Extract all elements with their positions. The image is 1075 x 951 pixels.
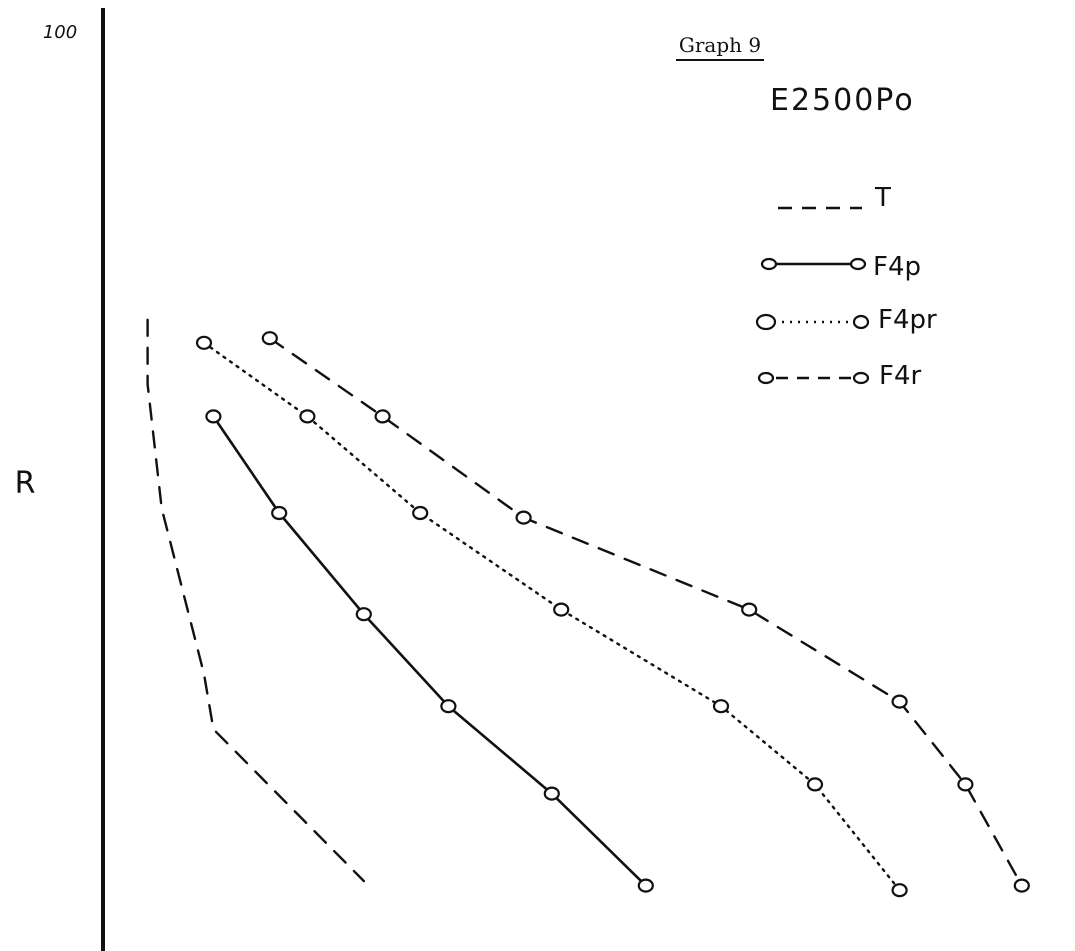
- data-point-f4p-4: [543, 786, 560, 801]
- legend-entry-f4r: F4r: [757, 361, 921, 391]
- data-point-f4r-4: [891, 694, 908, 709]
- data-point-f4pr-1: [299, 409, 316, 424]
- legend-entry-f4p: F4p: [760, 252, 921, 282]
- data-point-f4p-1: [271, 505, 288, 521]
- legend-marker-f4p-start: [760, 257, 778, 271]
- legend-marker-f4p-end: [849, 257, 867, 271]
- series-line-f4p: [212, 415, 648, 887]
- series-line-f4pr: [202, 341, 901, 892]
- data-point-f4r-1: [374, 409, 391, 424]
- legend-marker-f4r-start: [757, 371, 775, 385]
- data-point-f4p-2: [355, 607, 372, 622]
- data-point-f4r-0: [261, 331, 278, 346]
- series-f4r: [261, 331, 1030, 893]
- data-point-f4r-6: [1013, 878, 1030, 893]
- legend-marker-f4pr-start: [755, 313, 777, 331]
- chart-subtitle: E2500Po: [770, 83, 915, 118]
- data-point-f4pr-6: [891, 883, 908, 898]
- legend-label-f4r: F4r: [879, 361, 921, 391]
- plot-area: [146, 318, 1030, 898]
- series-f4pr: [195, 335, 908, 898]
- data-point-f4r-5: [957, 777, 974, 792]
- data-point-f4r-3: [741, 602, 758, 617]
- legend-entry-t: T: [778, 183, 891, 213]
- data-point-f4p-3: [440, 699, 457, 714]
- data-point-f4pr-3: [553, 602, 570, 617]
- data-point-f4pr-5: [806, 777, 824, 792]
- data-point-f4p-0: [205, 409, 222, 424]
- chart-title: Graph 9: [679, 33, 761, 57]
- data-point-f4pr-0: [195, 335, 213, 350]
- legend-marker-f4r-end: [852, 371, 870, 385]
- y-axis-label: R: [15, 466, 36, 501]
- data-point-f4pr-2: [412, 505, 429, 521]
- data-point-f4pr-4: [712, 699, 730, 714]
- legend-label-f4pr: F4pr: [878, 305, 937, 335]
- legend-label-f4p: F4p: [873, 252, 921, 282]
- legend-label-t: T: [874, 183, 891, 213]
- series-t: [146, 318, 365, 883]
- legend-marker-f4pr-end: [852, 314, 870, 330]
- legend: T F4p F4pr F4r: [755, 183, 937, 391]
- series-line-t: [146, 318, 365, 883]
- series-f4p: [205, 409, 654, 893]
- data-point-f4p-5: [637, 878, 654, 893]
- legend-entry-f4pr: F4pr: [755, 305, 937, 335]
- y-tick-label: 100: [43, 22, 77, 43]
- data-point-f4r-2: [515, 510, 532, 525]
